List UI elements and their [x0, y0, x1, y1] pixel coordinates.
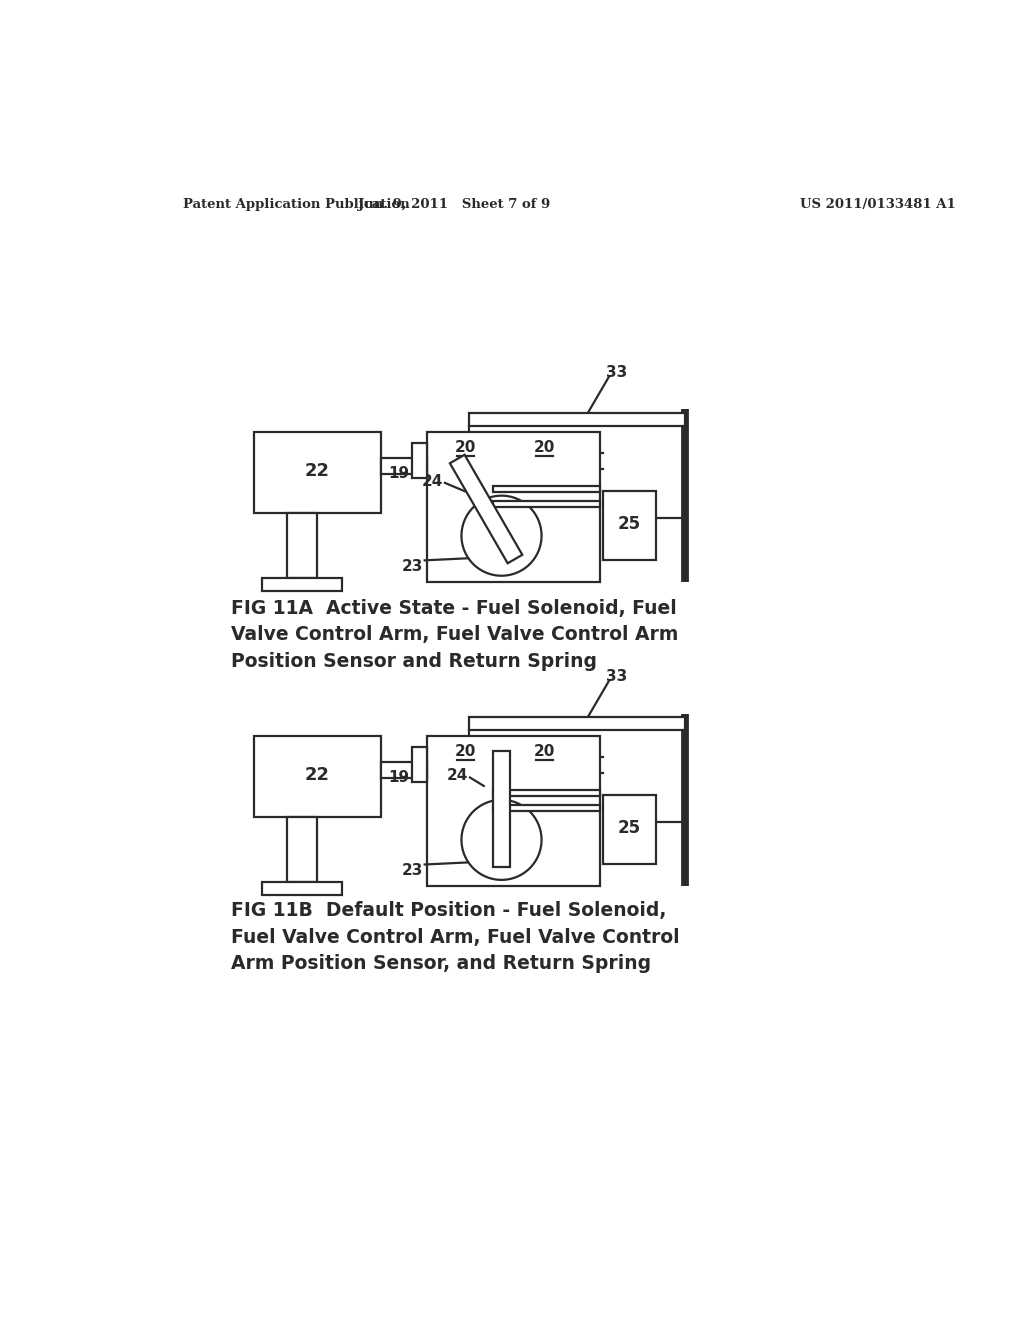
Text: 22: 22: [305, 462, 330, 479]
Circle shape: [462, 800, 542, 880]
Bar: [493, 789, 600, 796]
Bar: [254, 737, 381, 817]
Text: 25: 25: [617, 515, 641, 533]
Text: US 2011/0133481 A1: US 2011/0133481 A1: [801, 198, 956, 211]
Bar: [469, 413, 685, 425]
Text: 20: 20: [535, 440, 555, 454]
Text: Patent Application Publication: Patent Application Publication: [183, 198, 410, 211]
Polygon shape: [450, 455, 522, 564]
Text: FIG 11B  Default Position - Fuel Solenoid,
Fuel Valve Control Arm, Fuel Valve Co: FIG 11B Default Position - Fuel Solenoid…: [230, 902, 679, 973]
Text: 19: 19: [388, 771, 410, 785]
Text: 23: 23: [401, 863, 423, 878]
Text: 20: 20: [455, 440, 476, 454]
Polygon shape: [493, 751, 510, 867]
Bar: [254, 432, 381, 512]
Bar: [381, 458, 427, 474]
Bar: [493, 500, 600, 507]
Text: 24: 24: [422, 474, 443, 488]
Text: FIG 11A  Active State - Fuel Solenoid, Fuel
Valve Control Arm, Fuel Valve Contro: FIG 11A Active State - Fuel Solenoid, Fu…: [230, 599, 678, 671]
Text: Jun. 9, 2011   Sheet 7 of 9: Jun. 9, 2011 Sheet 7 of 9: [357, 198, 550, 211]
Text: 24: 24: [447, 768, 468, 784]
Text: 33: 33: [606, 364, 628, 380]
Text: 22: 22: [305, 766, 330, 784]
Text: 33: 33: [606, 669, 628, 684]
Bar: [288, 512, 316, 578]
Bar: [427, 737, 600, 886]
Bar: [412, 444, 427, 478]
Text: 20: 20: [455, 743, 476, 759]
Bar: [603, 795, 655, 865]
Text: 20: 20: [535, 743, 555, 759]
Bar: [469, 718, 685, 730]
Circle shape: [462, 496, 542, 576]
Text: 25: 25: [617, 820, 641, 837]
Text: 23: 23: [401, 558, 423, 574]
Bar: [603, 491, 655, 561]
Bar: [381, 762, 427, 777]
Bar: [261, 882, 342, 895]
Text: 19: 19: [388, 466, 410, 482]
Bar: [412, 747, 427, 781]
Bar: [493, 805, 600, 810]
Bar: [427, 432, 600, 582]
Bar: [261, 578, 342, 591]
Bar: [288, 817, 316, 882]
Bar: [493, 486, 600, 492]
